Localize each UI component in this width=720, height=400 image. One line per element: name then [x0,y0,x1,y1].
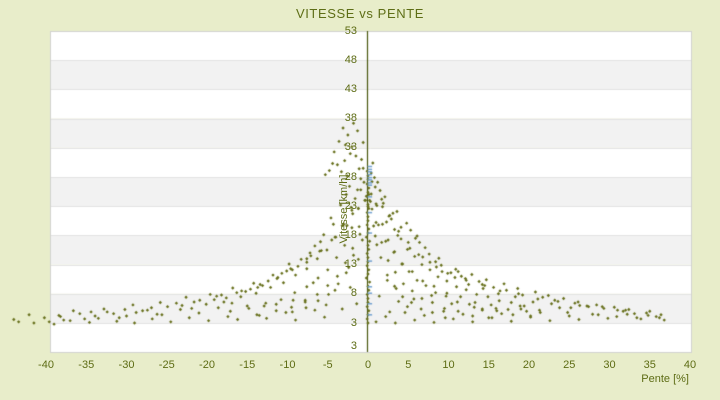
x-tick-label: 30 [603,359,616,371]
x-tick-label: -25 [158,359,175,371]
y-tick-label: 23 [344,199,357,212]
x-tick-label: -10 [279,359,296,371]
x-axis-title: Pente [%] [641,373,689,385]
y-axis-end-label: 3 [350,340,357,352]
y-tick-label: 43 [344,82,357,95]
y-tick-label: 3 [350,316,357,329]
x-tick-label: 25 [563,359,576,371]
y-tick-label: 53 [344,24,357,37]
x-tick-label: 5 [405,359,412,371]
x-tick-label: 0 [364,359,372,371]
x-tick-label: 15 [482,359,495,371]
y-tick-label: 38 [344,112,357,125]
x-tick-label: -30 [118,359,135,371]
y-tick-label: 48 [344,53,357,66]
y-tick-label: 18 [344,228,357,241]
chart-title: VITESSE vs PENTE [295,6,425,21]
y-tick-label: 8 [350,287,357,300]
x-tick-label: 10 [442,359,455,371]
x-tick-label: -20 [199,359,215,371]
y-tick-label: 33 [344,141,357,154]
x-tick-label: 20 [522,359,536,371]
y-tick-label: 13 [344,258,357,271]
x-tick-label: -15 [239,359,256,371]
y-tick-label: 28 [344,170,357,183]
x-tick-label: 35 [643,359,656,371]
x-tick-label: -40 [38,359,54,371]
x-tick-label: -35 [78,359,95,371]
x-tick-label: 40 [683,359,697,371]
x-tick-label: -5 [322,359,333,371]
